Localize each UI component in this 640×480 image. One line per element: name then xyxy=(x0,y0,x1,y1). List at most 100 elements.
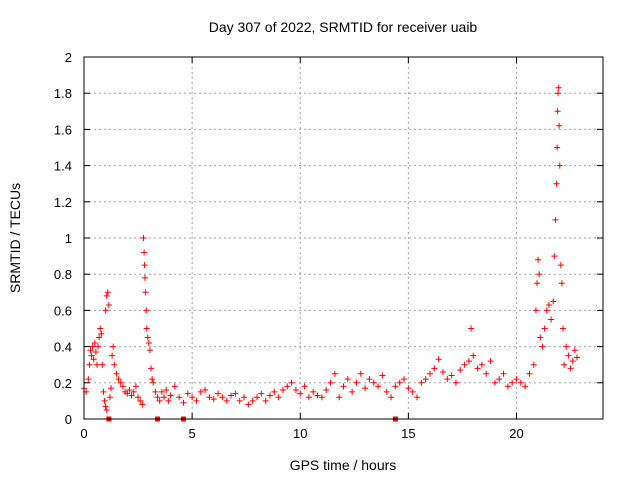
chart-title: Day 307 of 2022, SRMTID for receiver uai… xyxy=(209,19,478,35)
data-point xyxy=(496,376,503,383)
data-point xyxy=(144,334,151,341)
data-point xyxy=(536,271,543,278)
data-point xyxy=(228,392,235,399)
y-tick-label: 1.6 xyxy=(54,122,72,137)
data-point xyxy=(388,394,395,401)
data-point xyxy=(405,385,412,392)
data-point xyxy=(314,392,321,399)
data-point xyxy=(154,394,161,401)
data-point xyxy=(145,339,152,346)
y-tick-label: 1.8 xyxy=(54,86,72,101)
data-point xyxy=(150,379,157,386)
y-tick-label: 0.6 xyxy=(54,303,72,318)
data-point xyxy=(452,379,459,386)
data-point xyxy=(161,394,168,401)
data-point xyxy=(126,387,133,394)
x-tick-label: 5 xyxy=(189,426,196,441)
y-tick-label: 0.8 xyxy=(54,267,72,282)
data-point xyxy=(232,390,239,397)
data-point xyxy=(110,343,117,350)
data-point xyxy=(115,376,122,383)
data-point xyxy=(105,301,112,308)
data-point xyxy=(535,256,542,263)
data-point xyxy=(152,388,159,395)
data-point xyxy=(100,388,107,395)
data-point xyxy=(86,361,93,368)
data-point xyxy=(141,262,148,269)
data-point xyxy=(206,394,213,401)
data-point xyxy=(362,385,369,392)
data-point xyxy=(189,394,196,401)
data-point xyxy=(439,368,446,375)
data-point xyxy=(167,392,174,399)
data-point xyxy=(101,397,108,404)
data-point xyxy=(571,347,578,354)
data-point xyxy=(553,180,560,187)
data-point xyxy=(552,216,559,223)
data-point xyxy=(543,307,550,314)
data-point xyxy=(103,292,110,299)
data-point xyxy=(297,390,304,397)
data-point xyxy=(163,387,170,394)
data-point xyxy=(103,406,110,413)
data-point xyxy=(517,379,524,386)
data-point xyxy=(550,298,557,305)
data-point xyxy=(292,387,299,394)
data-point xyxy=(96,334,103,341)
data-point xyxy=(569,358,576,365)
data-point xyxy=(483,370,490,377)
data-point xyxy=(266,392,273,399)
y-tick-label: 2 xyxy=(65,50,72,65)
data-point xyxy=(104,289,111,296)
data-point xyxy=(93,361,100,368)
data-points xyxy=(81,84,581,422)
data-point xyxy=(461,361,468,368)
data-point xyxy=(288,379,295,386)
data-point xyxy=(530,361,537,368)
y-tick-label: 1.2 xyxy=(54,195,72,210)
data-point xyxy=(284,383,291,390)
data-point xyxy=(478,361,485,368)
data-point xyxy=(310,388,317,395)
data-point xyxy=(401,376,408,383)
data-point xyxy=(318,394,325,401)
data-point xyxy=(279,387,286,394)
data-point xyxy=(219,394,226,401)
data-point xyxy=(444,376,451,383)
data-point xyxy=(128,392,135,399)
data-point xyxy=(534,280,541,287)
data-point xyxy=(500,370,507,377)
data-point xyxy=(137,397,144,404)
data-point xyxy=(132,383,139,390)
data-point xyxy=(539,343,546,350)
data-point xyxy=(210,396,217,403)
data-point xyxy=(98,330,105,337)
data-point xyxy=(526,370,533,377)
data-point xyxy=(435,356,442,363)
data-point xyxy=(574,354,581,361)
data-point xyxy=(532,307,539,314)
y-tick-label: 0.2 xyxy=(54,376,72,391)
data-point xyxy=(457,367,464,374)
data-point xyxy=(149,376,156,383)
data-point xyxy=(349,388,356,395)
data-point xyxy=(305,394,312,401)
y-tick-label: 0.4 xyxy=(54,340,72,355)
data-point xyxy=(556,122,563,129)
data-point xyxy=(301,383,308,390)
y-tick-label: 1.4 xyxy=(54,159,72,174)
data-point xyxy=(558,280,565,287)
data-point xyxy=(392,383,399,390)
data-point xyxy=(142,289,149,296)
data-point xyxy=(180,399,187,406)
data-point xyxy=(184,390,191,397)
data-point xyxy=(249,397,256,404)
data-point xyxy=(176,394,183,401)
data-point xyxy=(555,90,562,97)
data-point xyxy=(143,325,150,332)
data-point xyxy=(551,253,558,260)
data-point xyxy=(102,403,109,410)
data-point xyxy=(275,394,282,401)
data-point xyxy=(165,397,172,404)
